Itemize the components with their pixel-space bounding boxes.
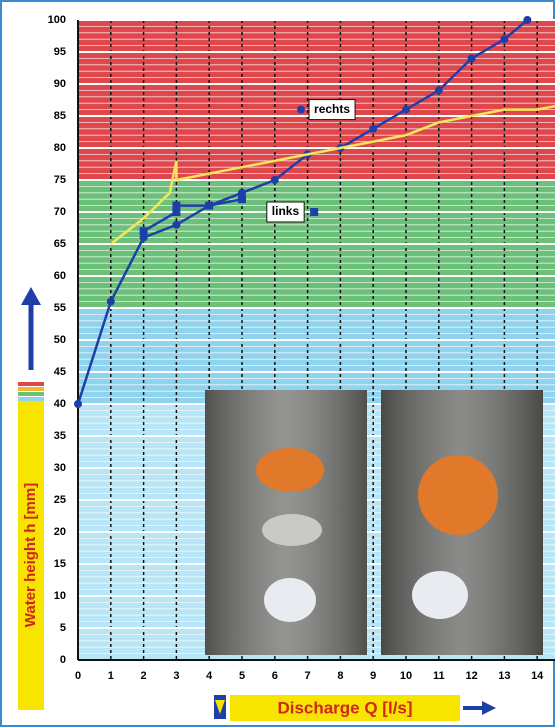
ball (412, 571, 468, 619)
legend-box (266, 201, 305, 223)
point (434, 86, 443, 95)
point (106, 297, 115, 306)
y-tick-label: 20 (54, 526, 66, 538)
x-tick-label: 0 (75, 670, 81, 682)
y-tick-label: 15 (54, 558, 66, 570)
point (172, 201, 181, 210)
y-tick-label: 35 (54, 430, 66, 442)
series-layer: rechts links (74, 16, 555, 408)
y-tick-label: 90 (54, 78, 66, 90)
ylabel-box (18, 400, 44, 710)
x-tick-label: 7 (305, 670, 311, 682)
y-tick-label: 60 (54, 270, 66, 282)
down-arrow (215, 700, 225, 714)
y-tick-label: 40 (54, 398, 66, 410)
legend-label: rechts (314, 102, 350, 116)
arrow-head (482, 701, 496, 715)
point (297, 105, 306, 114)
legend-label: links (272, 204, 300, 218)
point (523, 16, 532, 24)
x-tick-label: 10 (400, 670, 412, 682)
point (238, 195, 246, 204)
photos (205, 390, 543, 655)
y-axis-label: Water height h [mm] (22, 483, 39, 627)
point (139, 233, 148, 242)
y-tick-label: 50 (54, 334, 66, 346)
y-tick-label: 70 (54, 206, 66, 218)
legend-box (308, 99, 356, 121)
x-tick-label: 6 (272, 670, 278, 682)
y-tick-label: 5 (60, 622, 66, 634)
x-tick-label: 8 (337, 670, 343, 682)
x-tick-label: 3 (173, 670, 179, 682)
ball (264, 578, 316, 622)
x-tick-label: 1 (108, 670, 114, 682)
y-tick-label: 30 (54, 462, 66, 474)
point (402, 105, 410, 114)
cap (256, 448, 324, 492)
point (500, 35, 509, 44)
x-tick-label: 9 (370, 670, 376, 682)
ring (262, 514, 322, 546)
point (467, 54, 476, 63)
point (238, 188, 246, 197)
y-tick-label: 0 (60, 654, 66, 666)
point (172, 208, 181, 216)
y-tick-label: 75 (54, 174, 66, 186)
point (369, 124, 378, 133)
point (205, 201, 214, 210)
y-tick-label: 45 (54, 366, 66, 378)
point (270, 176, 279, 184)
x-tick-label: 5 (239, 670, 245, 682)
level-scale (18, 382, 44, 401)
y-tick-label: 10 (54, 590, 66, 602)
y-tick-label: 65 (54, 238, 66, 250)
x-tick-label: 2 (141, 670, 147, 682)
point (139, 227, 148, 236)
point (74, 400, 82, 408)
x-axis-label: Discharge Q [l/s] (277, 698, 412, 717)
cap (418, 455, 498, 535)
series-line (110, 104, 555, 245)
y-tick-label: 100 (48, 14, 66, 26)
x-tick-label: 4 (206, 670, 213, 682)
arrow-head (21, 287, 41, 305)
x-tick-label: 13 (498, 670, 510, 682)
x-tick-label: 12 (465, 670, 477, 682)
x-tick-label: 11 (433, 670, 445, 682)
band (78, 308, 555, 404)
x-tick-label: 14 (531, 670, 544, 682)
point (172, 220, 181, 229)
point (310, 208, 319, 216)
y-tick-label: 95 (54, 46, 66, 58)
y-tick-label: 55 (54, 302, 66, 314)
xlabel-box (230, 695, 460, 721)
y-tick-label: 25 (54, 494, 66, 506)
y-tick-label: 85 (54, 110, 66, 122)
y-tick-label: 80 (54, 142, 66, 154)
